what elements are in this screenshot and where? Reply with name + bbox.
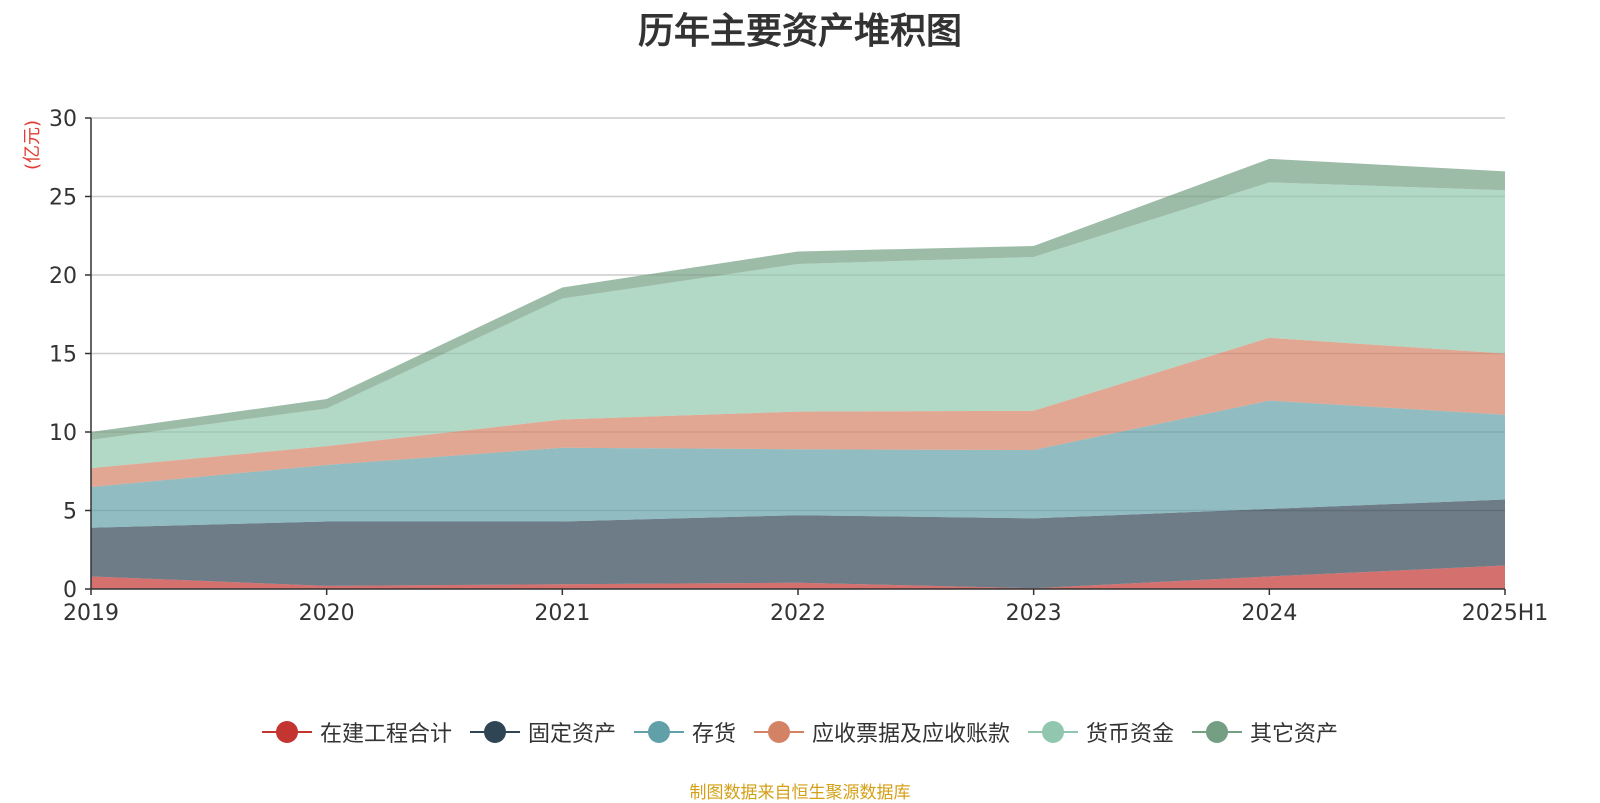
legend-label: 存货 xyxy=(691,722,736,747)
legend-item[interactable]: 其它资产 xyxy=(1192,716,1338,748)
legend-symbol-icon xyxy=(1192,720,1243,744)
legend-symbol-icon xyxy=(754,720,804,744)
legend-label: 应收票据及应收账款 xyxy=(812,722,1011,747)
y-tick-label: 15 xyxy=(49,343,77,368)
legend-item[interactable]: 在建工程合计 xyxy=(261,716,452,748)
x-tick-label: 2025H1 xyxy=(1462,601,1549,626)
y-tick-label: 10 xyxy=(49,421,77,446)
x-tick-label: 2020 xyxy=(299,601,355,626)
legend-symbol-icon xyxy=(633,720,684,744)
legend-label: 在建工程合计 xyxy=(319,722,452,747)
legend-item[interactable]: 存货 xyxy=(633,716,736,748)
x-tick-label: 2021 xyxy=(534,601,590,626)
legend-symbol-icon xyxy=(469,720,520,744)
y-tick-label: 20 xyxy=(49,264,77,289)
legend-label: 固定资产 xyxy=(527,722,616,747)
legend-item[interactable]: 固定资产 xyxy=(469,716,616,748)
legend-label: 其它资产 xyxy=(1250,722,1339,747)
legend-symbol-icon xyxy=(1028,720,1079,744)
y-tick-label: 25 xyxy=(49,186,77,211)
x-tick-label: 2019 xyxy=(63,601,119,626)
x-tick-label: 2024 xyxy=(1241,601,1297,626)
y-tick-label: 5 xyxy=(63,500,77,525)
area-series-2 xyxy=(91,400,1505,528)
stacked-area-chart: 0 5 10 15 20 25 30 2019 2020 2021 2022 2023 2024 2025… xyxy=(49,107,1549,626)
chart-legend: 在建工程合计 固定资产 存货 应收票据及应收账款 货币资金 其它资产 xyxy=(0,716,1600,748)
y-tick-label: 30 xyxy=(49,107,77,132)
legend-symbol-icon xyxy=(261,720,312,744)
y-tick-label: 0 xyxy=(63,578,77,603)
legend-item[interactable]: 应收票据及应收账款 xyxy=(754,716,1010,748)
chart-title: 历年主要资产堆积图 xyxy=(637,11,962,52)
source-note: 制图数据来自恒生聚源数据库 xyxy=(689,783,911,803)
x-tick-label: 2023 xyxy=(1006,601,1062,626)
area-series-3 xyxy=(91,337,1505,487)
area-series-1 xyxy=(91,499,1505,589)
area-series-0 xyxy=(91,565,1505,589)
legend-label: 货币资金 xyxy=(1086,722,1175,747)
x-tick-label: 2022 xyxy=(770,601,826,626)
legend-item[interactable]: 货币资金 xyxy=(1028,716,1174,748)
area-series-4 xyxy=(91,182,1505,469)
